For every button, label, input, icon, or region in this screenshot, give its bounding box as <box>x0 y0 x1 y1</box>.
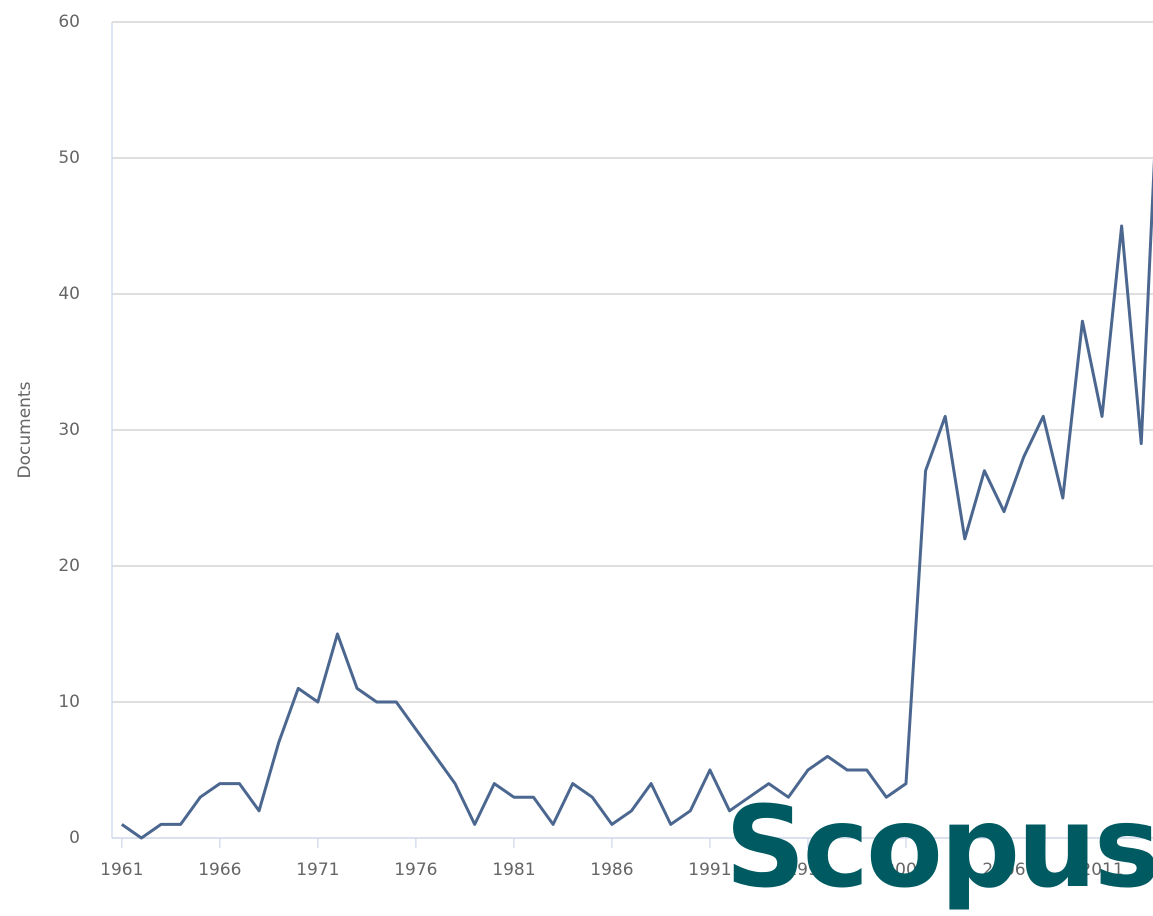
y-tick-label: 40 <box>58 284 80 304</box>
y-axis-label: Documents <box>15 381 35 478</box>
y-tick-label: 30 <box>58 420 80 440</box>
x-tick-label: 1971 <box>296 860 339 880</box>
y-tick-label: 10 <box>58 692 80 712</box>
y-tick-label: 60 <box>58 12 80 32</box>
y-tick-label: 0 <box>69 828 80 848</box>
logo: Scopus <box>725 783 1153 913</box>
y-tick-label: 20 <box>58 556 80 576</box>
x-tick-label: 1961 <box>100 860 143 880</box>
x-tick-label: 1991 <box>688 860 731 880</box>
x-tick-label: 1981 <box>492 860 535 880</box>
x-tick-label: 1996 <box>786 860 829 880</box>
x-tick-label: 1976 <box>394 860 437 880</box>
y-tick-label: 50 <box>58 148 80 168</box>
data-line <box>120 158 1153 840</box>
x-tick-label: 1966 <box>198 860 241 880</box>
x-tick-label: 1986 <box>590 860 633 880</box>
x-tick-label: 2006 <box>982 860 1025 880</box>
x-tick-label: 2011 <box>1080 860 1123 880</box>
x-tick-label: 2001 <box>884 860 927 880</box>
